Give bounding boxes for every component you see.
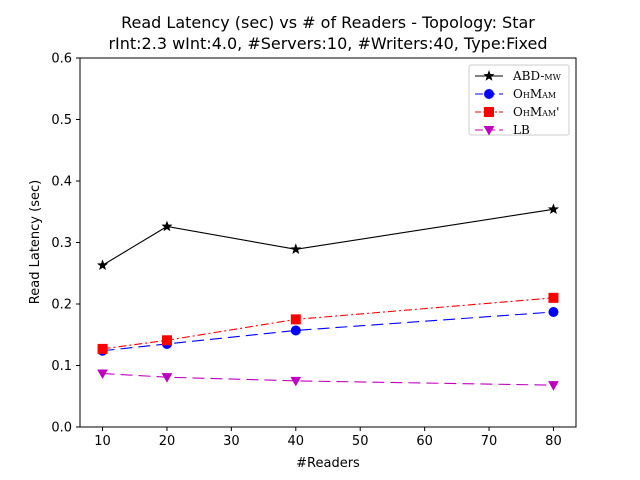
data-point-lb [161, 373, 173, 383]
series-line-ohmam [102, 297, 554, 350]
y-tick-label: 0.3 [51, 236, 72, 251]
series-lines [102, 208, 554, 386]
x-axis-label: #Readers [296, 456, 360, 471]
axis-ticks: 10 20 30 40 50 60 70 80 0.0 0.1 0.2 0.3 0.4 0.5 0.6 [51, 52, 561, 450]
y-axis-label: Read Latency (sec) [28, 180, 43, 304]
series-markers [96, 203, 560, 391]
data-point-ohmam [161, 335, 172, 346]
x-tick-label: 40 [288, 434, 305, 449]
data-point-abd-mw [96, 259, 109, 270]
series-line-abd-mw [102, 208, 554, 266]
y-tick-label: 0.1 [51, 359, 72, 374]
legend-label-ohmam: OhMam' [513, 105, 559, 119]
x-tick-label: 10 [94, 434, 111, 449]
x-tick-label: 50 [352, 434, 369, 449]
data-point-abd-mw [161, 220, 173, 232]
data-point-ohmam [290, 314, 301, 325]
chart-title-line1: Read Latency (sec) vs # of Readers - Top… [121, 13, 535, 32]
data-point-abd-mw [547, 203, 560, 215]
x-tick-label: 70 [481, 434, 498, 449]
legend-box [468, 64, 570, 136]
data-point-lb [548, 381, 559, 391]
series-line-ohmam [102, 311, 554, 352]
data-point-ohmam [548, 292, 559, 303]
x-tick-label: 30 [223, 434, 240, 449]
legend-marker-ohmam [484, 107, 494, 117]
y-tick-label: 0.5 [51, 113, 72, 128]
legend-label-abd-mw: ABD-mw [512, 69, 562, 83]
x-tick-label: 60 [416, 434, 433, 449]
x-tick-label: 20 [159, 434, 176, 449]
plot-frame [79, 57, 577, 428]
y-tick-label: 0.4 [51, 175, 72, 190]
data-point-lb [290, 376, 302, 387]
legend-marker-lb [483, 126, 495, 136]
legend-marker-abd-mw [483, 70, 495, 81]
legend-label-lb: LB [513, 123, 530, 137]
data-point-ohmam [97, 343, 108, 354]
y-tick-label: 0.2 [51, 298, 72, 313]
data-point-abd-mw [290, 243, 302, 255]
y-tick-label: 0.6 [51, 52, 72, 67]
legend-marker-ohmam [484, 89, 494, 99]
data-point-lb [97, 369, 108, 380]
chart-title-line2: rInt:2.3 wInt:4.0, #Servers:10, #Writers… [108, 34, 547, 53]
legend-label-ohmam: OhMam [513, 87, 556, 101]
series-line-lb [102, 372, 554, 386]
data-point-ohmam [290, 325, 301, 336]
y-tick-label: 0.0 [51, 421, 72, 436]
x-tick-label: 80 [545, 434, 562, 449]
legend: ABD-mw OhMam OhMam' LB [468, 64, 570, 137]
data-point-ohmam [548, 306, 559, 317]
